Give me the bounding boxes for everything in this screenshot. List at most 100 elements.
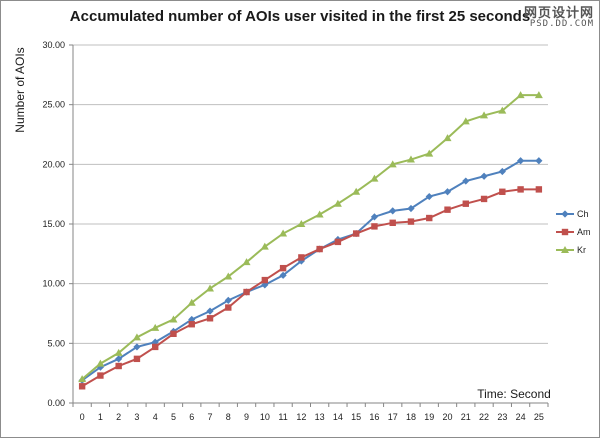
x-tick-label: 9 xyxy=(244,412,249,422)
x-tick-label: 14 xyxy=(333,412,343,422)
series-ch xyxy=(78,157,543,384)
x-tick-label: 0 xyxy=(80,412,85,422)
legend-item-kr: Kr xyxy=(556,245,586,255)
data-point-kr xyxy=(169,315,178,323)
x-tick-label: 23 xyxy=(497,412,507,422)
x-tick-label: 8 xyxy=(226,412,231,422)
legend-label: Ch xyxy=(577,209,589,219)
data-point-ch xyxy=(115,355,123,363)
data-point-kr xyxy=(78,375,87,383)
data-point-kr xyxy=(132,333,141,341)
data-point-am xyxy=(261,276,269,284)
y-tick-label: 15.00 xyxy=(42,219,65,229)
data-point-am xyxy=(206,315,214,322)
x-tick-label: 25 xyxy=(534,412,544,422)
data-point-am xyxy=(535,186,543,193)
legend-marker xyxy=(561,210,569,218)
data-point-am xyxy=(389,219,396,227)
data-point-kr xyxy=(224,272,233,280)
data-point-am xyxy=(279,264,287,272)
data-point-kr xyxy=(315,210,324,218)
x-tick-label: 19 xyxy=(424,412,434,422)
y-axis-label: Number of AOIs xyxy=(13,47,27,132)
x-tick-label: 15 xyxy=(351,412,361,422)
x-tick-label: 13 xyxy=(315,412,325,422)
x-tick-label: 4 xyxy=(153,412,158,422)
data-point-am xyxy=(517,186,524,193)
data-point-kr xyxy=(242,258,251,266)
data-point-am xyxy=(115,362,122,370)
data-point-am xyxy=(480,195,488,203)
watermark-line1: 网页设计网 xyxy=(523,5,594,20)
x-tick-label: 11 xyxy=(278,412,287,422)
data-point-am xyxy=(298,254,305,261)
data-point-am xyxy=(334,238,342,246)
watermark: 网页设计网 PSD.DD.COM xyxy=(524,6,594,29)
series-kr xyxy=(78,91,543,383)
data-point-ch xyxy=(96,363,105,371)
data-point-am xyxy=(499,188,506,195)
data-point-am xyxy=(407,218,415,225)
data-point-kr xyxy=(461,117,470,125)
data-point-kr xyxy=(151,323,160,331)
data-point-kr xyxy=(480,111,489,119)
data-point-kr xyxy=(370,174,379,182)
data-point-kr xyxy=(425,149,434,157)
x-tick-label: 16 xyxy=(369,412,379,422)
data-point-am xyxy=(152,343,159,351)
y-tick-label: 20.00 xyxy=(42,159,65,169)
data-point-kr xyxy=(187,298,196,306)
data-point-kr xyxy=(406,155,415,163)
chart-title: Accumulated number of AOIs user visited … xyxy=(69,8,531,25)
y-tick-label: 0.00 xyxy=(47,398,65,408)
y-tick-label: 30.00 xyxy=(42,40,65,50)
data-point-ch xyxy=(498,167,506,176)
x-axis-label: Time: Second xyxy=(477,387,551,401)
y-tick-label: 10.00 xyxy=(42,279,65,289)
data-point-ch xyxy=(407,204,415,213)
data-point-kr xyxy=(114,348,123,356)
x-tick-label: 6 xyxy=(189,412,194,422)
axes xyxy=(69,44,549,407)
data-point-ch xyxy=(133,343,141,351)
data-point-kr xyxy=(96,359,105,367)
data-point-am xyxy=(371,223,378,230)
legend-item-ch: Ch xyxy=(556,209,589,219)
data-point-ch xyxy=(443,188,452,196)
data-point-ch xyxy=(370,213,379,221)
x-tick-label: 12 xyxy=(296,412,306,422)
x-tick-label: 17 xyxy=(388,412,398,422)
x-tick-labels: 0 1 2 3 4 5 6 7 8 9 10 11 12 13 14 15 16 17 18 19 20 21 22 23 24… xyxy=(80,412,544,422)
data-point-kr xyxy=(352,187,361,195)
data-point-ch xyxy=(462,177,470,185)
x-tick-label: 22 xyxy=(479,412,489,422)
series-am xyxy=(78,186,543,390)
data-point-am xyxy=(352,230,360,237)
legend-marker xyxy=(561,228,569,236)
data-point-ch xyxy=(297,257,305,265)
data-point-kr xyxy=(388,160,397,168)
series-line-ch xyxy=(81,159,539,382)
y-tick-labels: 0.00 5.00 10.00 15.00 20.00 25.00 30.00 xyxy=(42,40,65,408)
data-point-ch xyxy=(480,172,488,180)
x-tick-label: 10 xyxy=(260,412,270,422)
data-point-ch xyxy=(425,192,433,201)
x-tick-label: 5 xyxy=(171,412,176,422)
legend-marker xyxy=(561,246,569,253)
data-point-ch xyxy=(516,157,525,165)
data-point-kr xyxy=(279,229,288,237)
data-point-am xyxy=(133,355,141,363)
x-tick-label: 1 xyxy=(98,412,103,422)
x-tick-label: 2 xyxy=(116,412,121,422)
data-point-kr xyxy=(498,106,507,114)
x-tick-label: 7 xyxy=(208,412,213,422)
data-point-am xyxy=(225,304,232,311)
data-point-am xyxy=(170,330,177,337)
legend-label: Kr xyxy=(577,245,586,255)
data-point-ch xyxy=(279,271,287,279)
data-point-ch xyxy=(535,157,543,165)
data-point-ch xyxy=(389,207,397,215)
data-point-am xyxy=(188,321,195,328)
data-point-kr xyxy=(333,199,342,207)
legend-item-am: Am xyxy=(556,227,591,237)
